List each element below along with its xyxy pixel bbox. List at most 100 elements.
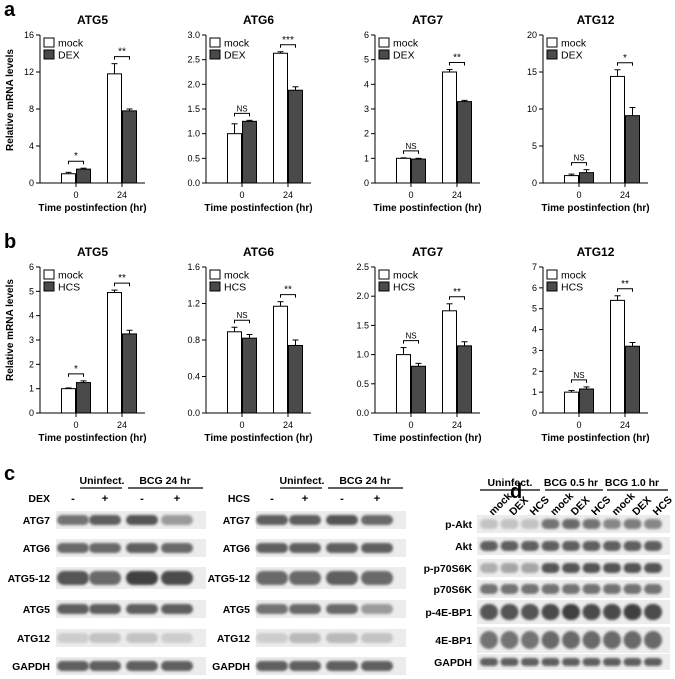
blot-band [57,515,89,525]
blot-band [644,563,662,573]
blot-band [89,571,121,585]
legend-swatch [209,281,221,292]
blot-lane-label: HCS [528,494,552,518]
x-tick-label: 24 [452,190,462,200]
blot-d: Uninfect. BCG 0.5 hr BCG 1.0 hrmockDEXHCSm… [424,477,675,670]
blot-band [623,584,642,594]
blot-group-label: BCG 1.0 hr [605,477,659,489]
bar-mock [107,73,122,184]
blot-row-label: p-4E-BP1 [425,607,472,619]
significance-label: NS [405,332,416,341]
blot-band [603,563,621,573]
y-tick-label: 3 [29,335,34,345]
blot-lane-sign: - [340,493,344,505]
blot-band [361,543,393,553]
y-tick-label: 6 [532,283,537,293]
blot-band [541,563,560,573]
y-tick-label: 0 [364,178,369,188]
blot-band [480,604,498,620]
blot-band [161,543,193,553]
y-tick-label: 1 [29,384,34,394]
x-tick-label: 24 [452,420,462,430]
blot-band [480,584,498,594]
bar-dex [579,172,594,184]
significance-bracket [403,340,419,344]
blot-band [603,519,621,529]
blot-band [500,563,519,573]
blot-band [541,604,560,620]
y-tick-label: 0 [29,178,34,188]
blot-band [623,541,642,551]
significance-bracket [403,150,419,154]
significance-bracket [68,160,84,165]
blot-band [57,604,89,614]
bar-hcs [579,388,594,414]
legend-swatch [43,37,55,48]
blot-band [256,543,288,553]
blot-band [126,604,158,614]
blot-band [126,661,158,671]
significance-label: * [74,364,78,375]
blot-row-label: ATG7 [223,515,250,527]
blot-group-label: BCG 0.5 hr [544,477,598,489]
significance-label: NS [236,311,247,320]
legend-label: HCS [58,282,80,294]
y-tick-label: 0.0 [356,408,369,418]
legend-swatch [43,269,55,280]
panel-label-d: d [510,481,522,503]
legend-swatch [546,281,558,292]
blot-band [326,633,358,643]
legend-label: mock [561,270,587,282]
blot-band [256,661,288,671]
blot-band [644,658,662,666]
blot-band [89,633,121,643]
blot-row-label: GAPDH [212,661,250,673]
blot-band [603,584,621,594]
legend-swatch [43,49,55,60]
blot-row-label: ATG12 [17,633,50,645]
blot-band [126,633,158,643]
blot-row-label: GAPDH [12,661,50,673]
legend-swatch [378,49,390,60]
blot-lane-label: HCS [589,494,613,518]
legend-label: HCS [561,282,583,294]
y-tick-label: 2.0 [187,79,200,89]
legend-swatch [546,37,558,48]
significance-bracket [571,379,587,383]
blot-row-label: GAPDH [434,657,472,669]
blot-band [582,584,601,594]
blot-band [126,515,158,525]
blot-band [521,584,539,594]
blot-band [500,604,519,620]
y-tick-label: 4 [29,141,34,151]
blot-band [57,571,89,585]
x-tick-label: 0 [239,190,244,200]
blot-band [289,604,321,614]
y-tick-label: 6 [29,262,34,272]
legend-label: DEX [393,50,415,62]
x-tick-label: 0 [576,190,581,200]
significance-bracket [68,373,84,377]
blot-band [500,631,519,649]
y-tick-label: 1.2 [187,299,200,309]
blot-group-label: BCG 24 hr [339,475,390,487]
bar-mock [564,175,579,184]
bar-hcs [411,365,426,414]
significance-bracket [449,296,465,300]
x-axis-title: Time postinfection (hr) [38,433,146,444]
y-axis-title-row-b: Relative mRNA levels [5,279,16,381]
significance-label: * [623,53,627,64]
legend-label: DEX [561,50,583,62]
chart-title: ATG5 [77,245,108,259]
blot-band [361,604,393,614]
y-tick-label: 1 [532,387,537,397]
chart-title: ATG6 [243,13,274,27]
bar-mock [273,305,288,414]
blot-band [480,519,498,529]
blot-row-label: ATG12 [217,633,250,645]
bar-dex [625,115,640,184]
